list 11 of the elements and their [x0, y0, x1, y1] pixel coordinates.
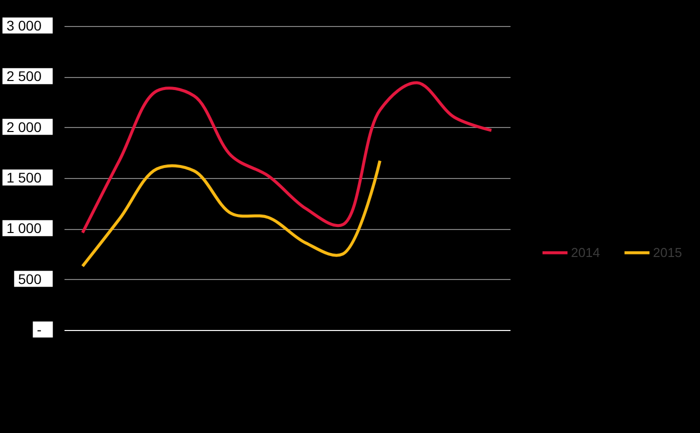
- y-tick-label: 2 500: [6, 68, 42, 84]
- y-tick-label: -: [36, 322, 42, 338]
- legend-label: 2015: [653, 244, 682, 260]
- line-series: [81, 81, 493, 234]
- y-tick-label: 1 500: [6, 170, 42, 186]
- y-tick-label: 500: [18, 270, 42, 287]
- legend-label: 2014: [571, 244, 600, 260]
- y-tick-label: 2 000: [6, 118, 42, 135]
- line-series: [81, 159, 382, 268]
- y-tick-label: 1 000: [6, 220, 42, 236]
- y-tick-label: 3 000: [6, 18, 42, 34]
